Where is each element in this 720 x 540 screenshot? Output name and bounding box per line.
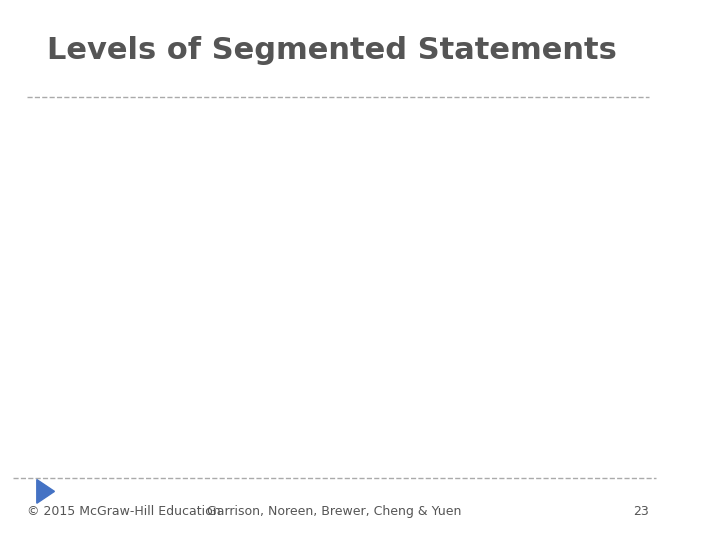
Polygon shape xyxy=(37,480,55,503)
Text: 23: 23 xyxy=(634,505,649,518)
Text: Garrison, Noreen, Brewer, Cheng & Yuen: Garrison, Noreen, Brewer, Cheng & Yuen xyxy=(207,505,462,518)
Text: Levels of Segmented Statements: Levels of Segmented Statements xyxy=(47,36,617,65)
Text: © 2015 McGraw-Hill Education: © 2015 McGraw-Hill Education xyxy=(27,505,220,518)
